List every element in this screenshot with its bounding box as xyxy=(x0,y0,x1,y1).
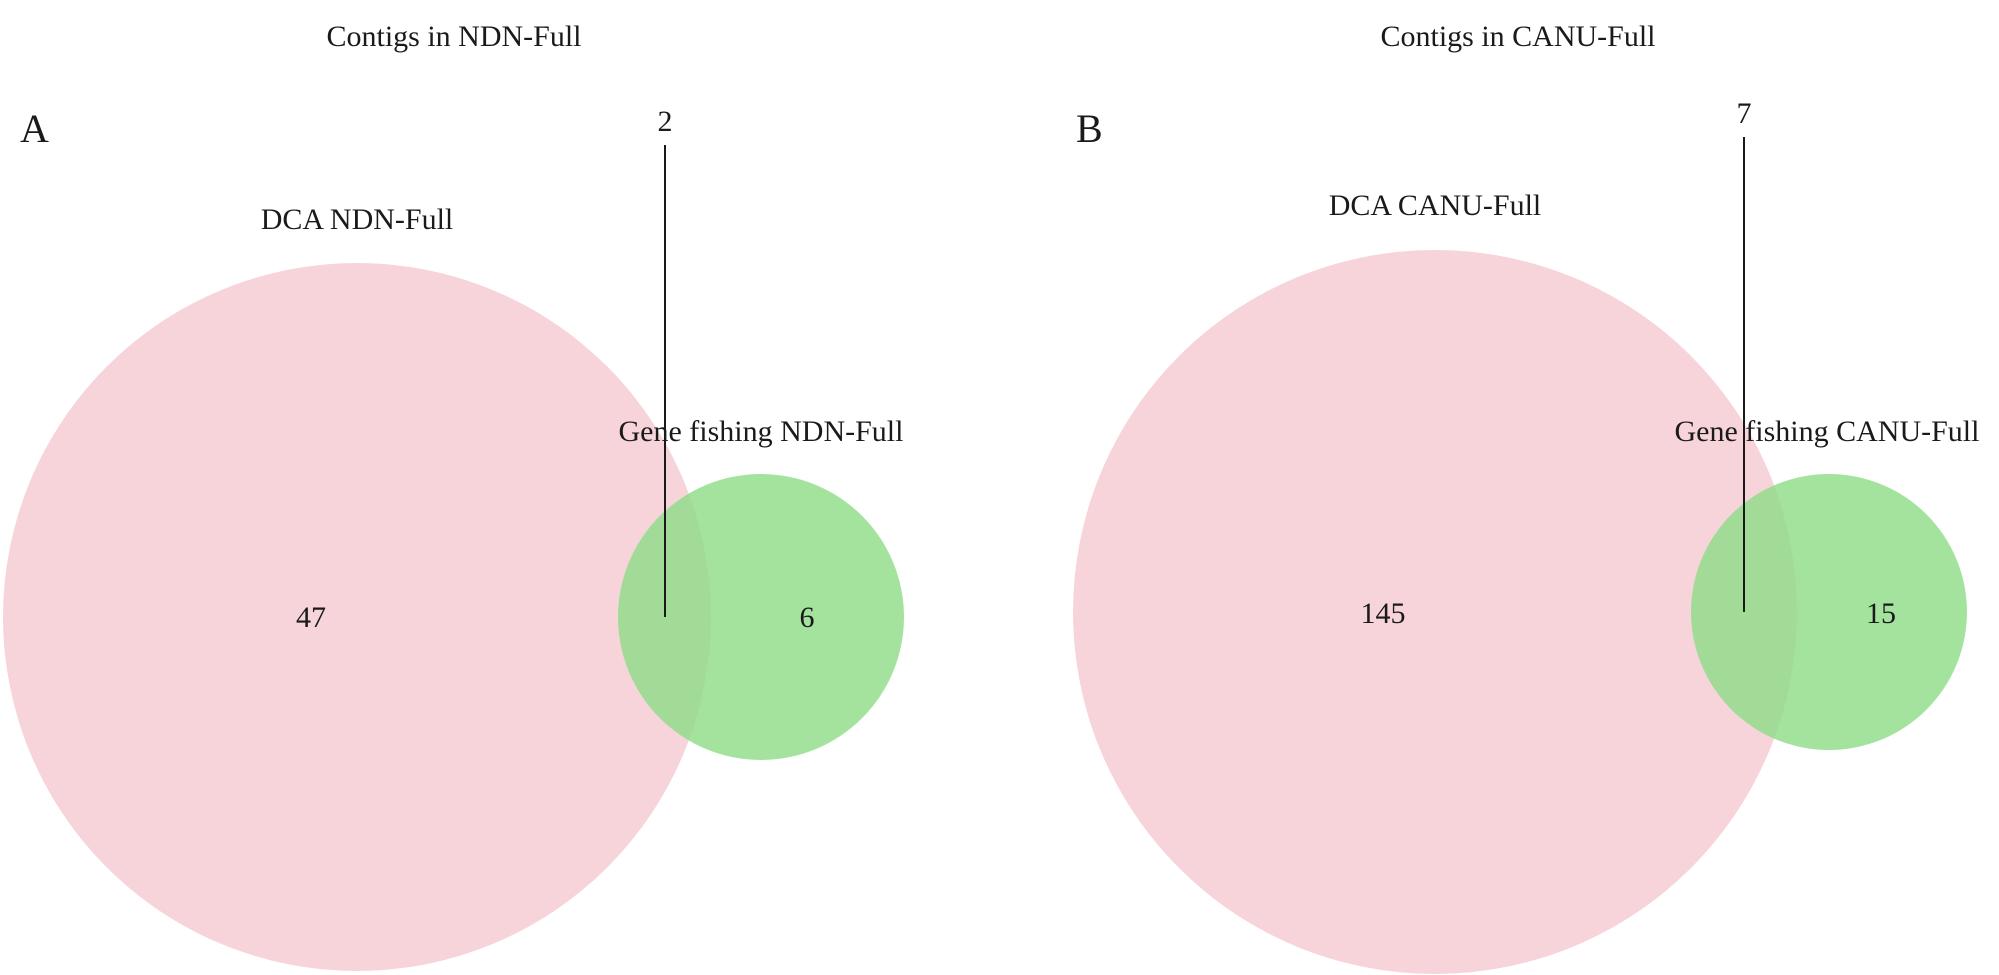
set-circle-gene-fishing-ndn xyxy=(618,474,904,760)
set-circle-gene-fishing-canu xyxy=(1691,474,1967,750)
venn-panel-a: Contigs in NDN-Full A DCA NDN-Full Gene … xyxy=(3,20,904,971)
panel-b-letter: B xyxy=(1076,106,1103,151)
count-intersection-ndn: 2 xyxy=(658,105,673,138)
count-dca-ndn-only: 47 xyxy=(296,601,326,634)
panel-b-title: Contigs in CANU-Full xyxy=(1380,20,1655,53)
panel-a-letter: A xyxy=(20,106,49,151)
count-gene-fishing-canu-only: 15 xyxy=(1866,597,1896,630)
set-circle-dca-ndn xyxy=(3,263,711,971)
set-label-gene-fishing-ndn: Gene fishing NDN-Full xyxy=(619,415,904,448)
count-intersection-canu: 7 xyxy=(1737,97,1752,130)
count-gene-fishing-ndn-only: 6 xyxy=(800,601,815,634)
count-dca-canu-only: 145 xyxy=(1361,597,1406,630)
set-label-dca-canu: DCA CANU-Full xyxy=(1329,189,1542,222)
venn-panel-b: Contigs in CANU-Full B DCA CANU-Full Gen… xyxy=(1073,20,1979,974)
set-label-dca-ndn: DCA NDN-Full xyxy=(261,203,454,236)
panel-a-title: Contigs in NDN-Full xyxy=(326,20,581,53)
set-label-gene-fishing-canu: Gene fishing CANU-Full xyxy=(1675,415,1980,448)
set-circle-dca-canu xyxy=(1073,250,1797,974)
